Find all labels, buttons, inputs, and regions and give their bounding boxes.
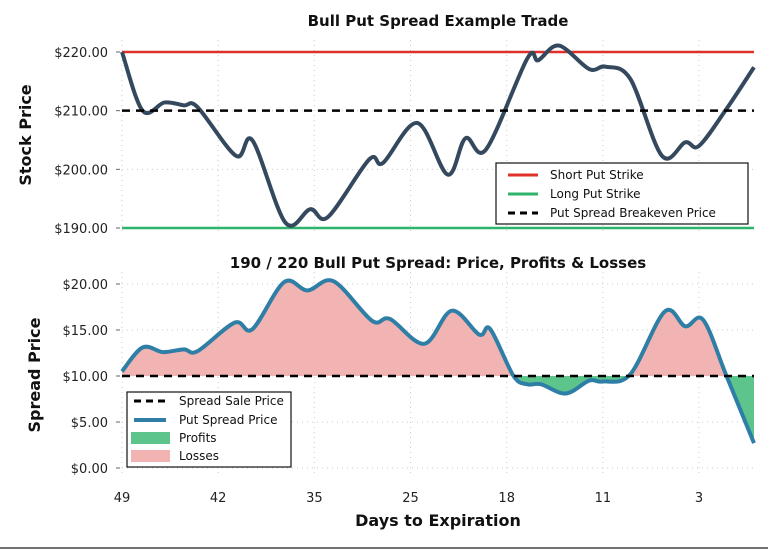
legend-label: Put Spread Breakeven Price — [550, 206, 716, 220]
x-tick-label: 25 — [402, 491, 419, 506]
legend-label: Spread Sale Price — [179, 394, 284, 408]
bottom-y-axis-label: Spread Price — [25, 317, 44, 432]
legend-label: Losses — [179, 449, 219, 463]
y-tick-label: $10.00 — [63, 370, 109, 385]
top-legend: Short Put Strike Long Put Strike Put Spr… — [495, 162, 749, 225]
legend-label: Profits — [179, 431, 217, 445]
legend-label: Put Spread Price — [179, 413, 278, 427]
top-y-axis-label: Stock Price — [16, 84, 35, 185]
y-tick-label: $220.00 — [54, 46, 108, 61]
bottom-chart-title: 190 / 220 Bull Put Spread: Price, Profit… — [230, 254, 646, 272]
y-tick-label: $5.00 — [71, 416, 108, 431]
x-axis-label: Days to Expiration — [355, 511, 521, 530]
top-chart-title: Bull Put Spread Example Trade — [308, 12, 569, 30]
legend-label: Short Put Strike — [550, 168, 644, 182]
legend-swatch-losses — [131, 450, 170, 462]
y-tick-label: $0.00 — [71, 462, 108, 477]
x-tick-label: 11 — [595, 491, 612, 506]
stock-price-line — [120, 43, 756, 228]
top-plot: $220.00 $210.00 $200.00 $190.00 — [54, 40, 756, 237]
bottom-plot: 49 42 35 25 18 11 3 $20.00 $15.00 $10.00 $5.00 $0.0… — [63, 272, 756, 506]
x-tick-label: 49 — [114, 491, 131, 506]
y-tick-label: $210.00 — [54, 105, 108, 120]
y-tick-label: $200.00 — [54, 163, 108, 178]
put-spread-price-line — [120, 278, 756, 444]
y-tick-label: $15.00 — [63, 324, 109, 339]
legend-swatch-profits — [131, 432, 170, 444]
y-tick-label: $190.00 — [54, 222, 108, 237]
legend-label: Long Put Strike — [550, 187, 641, 201]
x-tick-label: 35 — [306, 491, 323, 506]
x-tick-label: 42 — [210, 491, 227, 506]
x-tick-label: 3 — [695, 491, 703, 506]
y-tick-label: $20.00 — [63, 278, 109, 293]
bottom-legend: Spread Sale Price Put Spread Price Profi… — [126, 391, 292, 468]
x-tick-label: 18 — [498, 491, 515, 506]
